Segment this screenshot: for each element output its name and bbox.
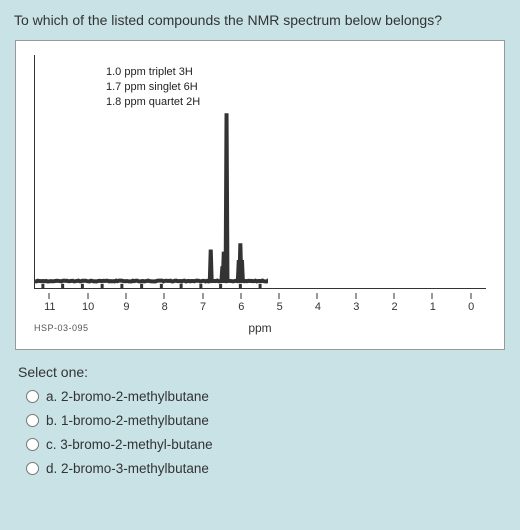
option-d-text: d. 2-bromo-3-methylbutane [46, 461, 209, 476]
nmr-chart: 1.0 ppm triplet 3H 1.7 ppm singlet 6H 1.… [15, 40, 505, 350]
spectrum-id: HSP-03-095 [34, 323, 89, 333]
radio-a[interactable] [26, 390, 39, 403]
plot-area [34, 55, 486, 289]
radio-c[interactable] [26, 438, 39, 451]
annot-line: 1.8 ppm quartet 2H [106, 95, 200, 110]
option-a[interactable]: a. 2-bromo-2-methylbutane [26, 389, 506, 404]
peak-annotations: 1.0 ppm triplet 3H 1.7 ppm singlet 6H 1.… [106, 65, 200, 110]
option-d[interactable]: d. 2-bromo-3-methylbutane [26, 461, 506, 476]
x-axis: 11109876543210 [34, 293, 486, 315]
annot-line: 1.7 ppm singlet 6H [106, 80, 200, 95]
x-axis-label: ppm [16, 321, 504, 335]
question-text: To which of the listed compounds the NMR… [14, 12, 506, 28]
option-b-text: b. 1-bromo-2-methylbutane [46, 413, 209, 428]
option-c[interactable]: c. 3-bromo-2-methyl-butane [26, 437, 506, 452]
option-c-text: c. 3-bromo-2-methyl-butane [46, 437, 213, 452]
annot-line: 1.0 ppm triplet 3H [106, 65, 200, 80]
radio-b[interactable] [26, 414, 39, 427]
radio-d[interactable] [26, 462, 39, 475]
option-a-text: a. 2-bromo-2-methylbutane [46, 389, 209, 404]
option-b[interactable]: b. 1-bromo-2-methylbutane [26, 413, 506, 428]
select-one-label: Select one: [18, 364, 502, 380]
options-group: a. 2-bromo-2-methylbutane b. 1-bromo-2-m… [26, 389, 506, 476]
